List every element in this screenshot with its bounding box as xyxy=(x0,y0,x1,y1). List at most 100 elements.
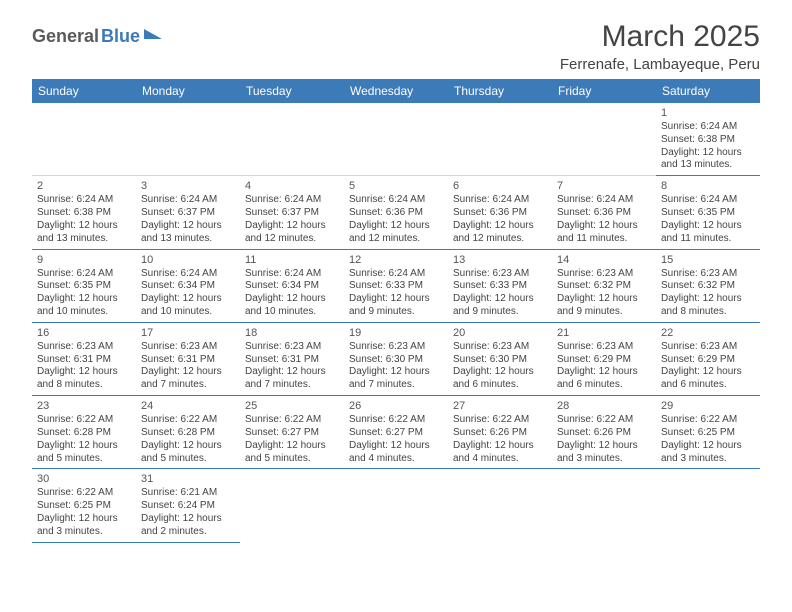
sunrise-line: Sunrise: 6:23 AM xyxy=(453,341,547,354)
calendar-page: General Blue March 2025 Ferrenafe, Lamba… xyxy=(0,0,792,553)
daylight-line: Daylight: 12 hours and 9 minutes. xyxy=(349,293,443,319)
calendar-day-cell: 3Sunrise: 6:24 AMSunset: 6:37 PMDaylight… xyxy=(136,176,240,249)
sunset-line: Sunset: 6:27 PM xyxy=(349,427,443,440)
daylight-line: Daylight: 12 hours and 13 minutes. xyxy=(37,220,131,246)
calendar-day-cell: 22Sunrise: 6:23 AMSunset: 6:29 PMDayligh… xyxy=(656,322,760,395)
sunset-line: Sunset: 6:32 PM xyxy=(661,280,755,293)
calendar-day-cell: 12Sunrise: 6:24 AMSunset: 6:33 PMDayligh… xyxy=(344,249,448,322)
sunrise-line: Sunrise: 6:23 AM xyxy=(349,341,443,354)
sunrise-line: Sunrise: 6:21 AM xyxy=(141,487,235,500)
sunrise-line: Sunrise: 6:24 AM xyxy=(661,121,755,134)
sunset-line: Sunset: 6:31 PM xyxy=(245,354,339,367)
calendar-day-cell: 25Sunrise: 6:22 AMSunset: 6:27 PMDayligh… xyxy=(240,396,344,469)
calendar-header-row: SundayMondayTuesdayWednesdayThursdayFrid… xyxy=(32,79,760,103)
sunset-line: Sunset: 6:36 PM xyxy=(349,207,443,220)
sunrise-line: Sunrise: 6:24 AM xyxy=(37,194,131,207)
sunset-line: Sunset: 6:29 PM xyxy=(557,354,651,367)
calendar-day-cell: 4Sunrise: 6:24 AMSunset: 6:37 PMDaylight… xyxy=(240,176,344,249)
title-block: March 2025 Ferrenafe, Lambayeque, Peru xyxy=(560,20,760,73)
day-number: 24 xyxy=(141,399,235,413)
sunrise-line: Sunrise: 6:22 AM xyxy=(37,487,131,500)
daylight-line: Daylight: 12 hours and 11 minutes. xyxy=(661,220,755,246)
calendar-day-cell: 30Sunrise: 6:22 AMSunset: 6:25 PMDayligh… xyxy=(32,469,136,542)
daylight-line: Daylight: 12 hours and 2 minutes. xyxy=(141,513,235,539)
day-number: 5 xyxy=(349,179,443,193)
sunrise-line: Sunrise: 6:22 AM xyxy=(141,414,235,427)
daylight-line: Daylight: 12 hours and 7 minutes. xyxy=(349,366,443,392)
day-number: 2 xyxy=(37,179,131,193)
sunrise-line: Sunrise: 6:23 AM xyxy=(453,268,547,281)
calendar-day-cell: 13Sunrise: 6:23 AMSunset: 6:33 PMDayligh… xyxy=(448,249,552,322)
sunrise-line: Sunrise: 6:24 AM xyxy=(141,194,235,207)
calendar-day-cell: 6Sunrise: 6:24 AMSunset: 6:36 PMDaylight… xyxy=(448,176,552,249)
day-number: 30 xyxy=(37,472,131,486)
logo-text-2: Blue xyxy=(101,26,140,47)
daylight-line: Daylight: 12 hours and 10 minutes. xyxy=(245,293,339,319)
daylight-line: Daylight: 12 hours and 4 minutes. xyxy=(453,440,547,466)
daylight-line: Daylight: 12 hours and 9 minutes. xyxy=(557,293,651,319)
daylight-line: Daylight: 12 hours and 10 minutes. xyxy=(141,293,235,319)
calendar-day-cell: 17Sunrise: 6:23 AMSunset: 6:31 PMDayligh… xyxy=(136,322,240,395)
calendar-day-cell: 7Sunrise: 6:24 AMSunset: 6:36 PMDaylight… xyxy=(552,176,656,249)
calendar-day-cell: 19Sunrise: 6:23 AMSunset: 6:30 PMDayligh… xyxy=(344,322,448,395)
sunset-line: Sunset: 6:26 PM xyxy=(557,427,651,440)
daylight-line: Daylight: 12 hours and 4 minutes. xyxy=(349,440,443,466)
weekday-header: Thursday xyxy=(448,79,552,103)
sunrise-line: Sunrise: 6:23 AM xyxy=(245,341,339,354)
day-number: 11 xyxy=(245,253,339,267)
day-number: 17 xyxy=(141,326,235,340)
calendar-day-cell: 24Sunrise: 6:22 AMSunset: 6:28 PMDayligh… xyxy=(136,396,240,469)
sunset-line: Sunset: 6:31 PM xyxy=(141,354,235,367)
header: General Blue March 2025 Ferrenafe, Lamba… xyxy=(32,20,760,73)
weekday-header: Friday xyxy=(552,79,656,103)
calendar-empty-cell xyxy=(552,469,656,542)
sunrise-line: Sunrise: 6:22 AM xyxy=(453,414,547,427)
sunrise-line: Sunrise: 6:23 AM xyxy=(661,341,755,354)
weekday-header: Monday xyxy=(136,79,240,103)
calendar-day-cell: 23Sunrise: 6:22 AMSunset: 6:28 PMDayligh… xyxy=(32,396,136,469)
sunrise-line: Sunrise: 6:23 AM xyxy=(141,341,235,354)
sunset-line: Sunset: 6:25 PM xyxy=(37,500,131,513)
sunrise-line: Sunrise: 6:24 AM xyxy=(141,268,235,281)
sunrise-line: Sunrise: 6:24 AM xyxy=(557,194,651,207)
calendar-week-row: 16Sunrise: 6:23 AMSunset: 6:31 PMDayligh… xyxy=(32,322,760,395)
day-number: 31 xyxy=(141,472,235,486)
sunrise-line: Sunrise: 6:23 AM xyxy=(661,268,755,281)
sunrise-line: Sunrise: 6:24 AM xyxy=(349,194,443,207)
sunrise-line: Sunrise: 6:23 AM xyxy=(557,341,651,354)
calendar-day-cell: 2Sunrise: 6:24 AMSunset: 6:38 PMDaylight… xyxy=(32,176,136,249)
calendar-empty-cell xyxy=(448,103,552,176)
sunrise-line: Sunrise: 6:24 AM xyxy=(661,194,755,207)
sunrise-line: Sunrise: 6:22 AM xyxy=(557,414,651,427)
daylight-line: Daylight: 12 hours and 6 minutes. xyxy=(557,366,651,392)
logo: General Blue xyxy=(32,26,162,47)
day-number: 23 xyxy=(37,399,131,413)
day-number: 4 xyxy=(245,179,339,193)
daylight-line: Daylight: 12 hours and 7 minutes. xyxy=(141,366,235,392)
day-number: 3 xyxy=(141,179,235,193)
day-number: 29 xyxy=(661,399,755,413)
calendar-day-cell: 9Sunrise: 6:24 AMSunset: 6:35 PMDaylight… xyxy=(32,249,136,322)
sunrise-line: Sunrise: 6:23 AM xyxy=(557,268,651,281)
calendar-empty-cell xyxy=(448,469,552,542)
daylight-line: Daylight: 12 hours and 9 minutes. xyxy=(453,293,547,319)
day-number: 10 xyxy=(141,253,235,267)
logo-text-1: General xyxy=(32,26,99,47)
sunrise-line: Sunrise: 6:24 AM xyxy=(453,194,547,207)
day-number: 27 xyxy=(453,399,547,413)
calendar-week-row: 1Sunrise: 6:24 AMSunset: 6:38 PMDaylight… xyxy=(32,103,760,176)
sunset-line: Sunset: 6:34 PM xyxy=(141,280,235,293)
day-number: 16 xyxy=(37,326,131,340)
sunset-line: Sunset: 6:28 PM xyxy=(141,427,235,440)
day-number: 26 xyxy=(349,399,443,413)
weekday-header: Saturday xyxy=(656,79,760,103)
daylight-line: Daylight: 12 hours and 12 minutes. xyxy=(245,220,339,246)
calendar-day-cell: 31Sunrise: 6:21 AMSunset: 6:24 PMDayligh… xyxy=(136,469,240,542)
sunset-line: Sunset: 6:31 PM xyxy=(37,354,131,367)
daylight-line: Daylight: 12 hours and 5 minutes. xyxy=(37,440,131,466)
daylight-line: Daylight: 12 hours and 8 minutes. xyxy=(37,366,131,392)
calendar-day-cell: 18Sunrise: 6:23 AMSunset: 6:31 PMDayligh… xyxy=(240,322,344,395)
calendar-empty-cell xyxy=(240,469,344,542)
sunrise-line: Sunrise: 6:22 AM xyxy=(37,414,131,427)
sunset-line: Sunset: 6:24 PM xyxy=(141,500,235,513)
